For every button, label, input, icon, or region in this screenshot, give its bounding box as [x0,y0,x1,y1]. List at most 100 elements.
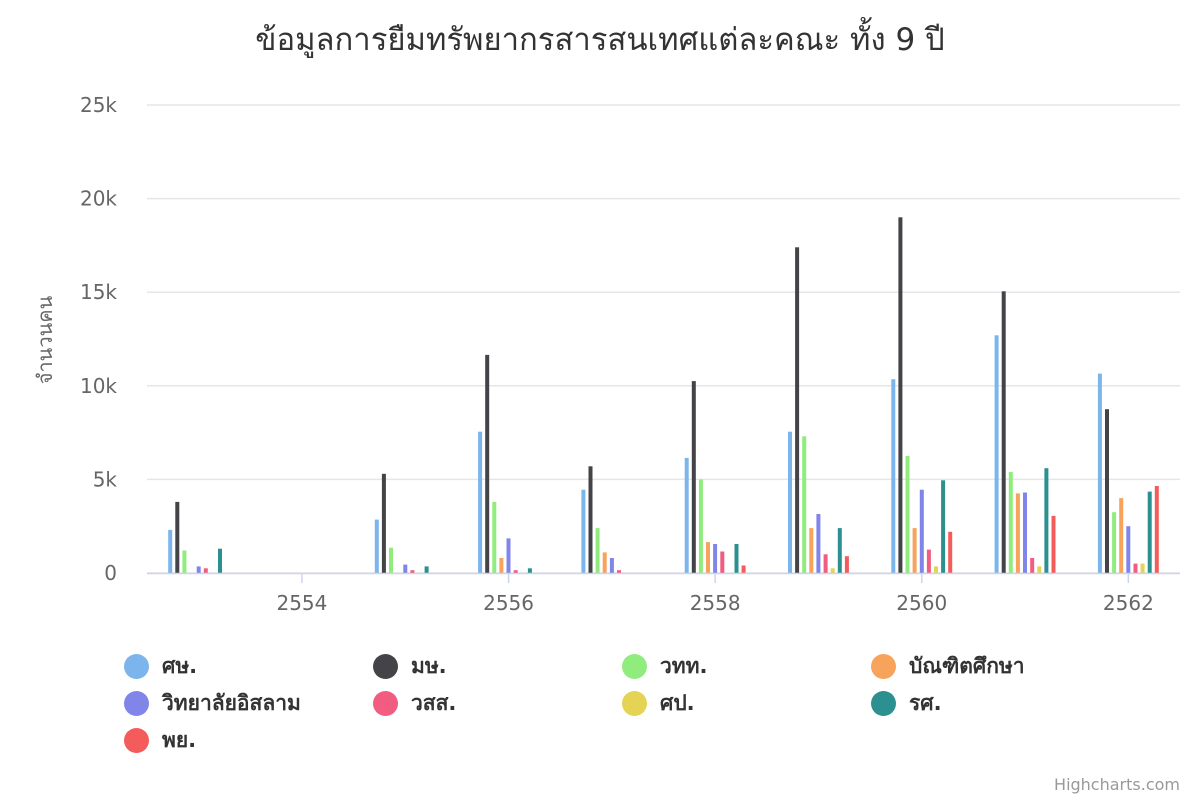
bar[interactable] [788,431,792,573]
bar[interactable] [844,556,849,573]
bar[interactable] [802,436,807,573]
bar[interactable] [499,558,504,573]
bar[interactable] [948,531,953,573]
legend-item[interactable]: รศ. [871,688,942,718]
bar[interactable] [1119,498,1124,573]
bar[interactable] [492,501,497,573]
legend-label: ศป. [660,690,695,715]
bar[interactable] [837,528,842,573]
legend-label: บัณฑิตศึกษา [909,653,1025,678]
bar[interactable] [1051,515,1056,573]
legend-label: วทท. [660,653,708,678]
legend-marker-icon [373,653,398,679]
bar[interactable] [941,480,946,573]
y-tick-label: 20k [80,187,117,211]
bar[interactable] [830,568,835,573]
bar[interactable] [1015,493,1020,573]
bar[interactable] [1097,373,1102,573]
bar[interactable] [168,529,173,573]
bar[interactable] [691,381,696,573]
bar[interactable] [1030,558,1035,573]
legend-item[interactable]: พย. [124,725,196,755]
legend-item[interactable]: ศป. [622,688,695,718]
legend-item[interactable]: บัณฑิตศึกษา [871,651,1025,681]
bar[interactable] [809,528,814,573]
bar[interactable] [713,544,718,573]
bar[interactable] [684,457,689,573]
legend-marker-icon [871,690,896,716]
bar[interactable] [1023,492,1027,574]
bar[interactable] [919,489,924,573]
legend-item[interactable]: ศษ. [124,651,197,681]
legend-label: พย. [162,727,197,752]
bar[interactable] [410,570,415,573]
bar[interactable] [478,431,483,573]
bar[interactable] [513,570,518,573]
x-axis: 2554 2556 2558 2560 2562 [147,572,1180,615]
legend-marker-icon [373,690,398,716]
x-tick-label: 2554 [276,591,327,615]
bar[interactable] [905,456,910,573]
bar[interactable] [1126,526,1131,573]
bar[interactable] [934,566,938,573]
bar[interactable] [926,549,931,573]
bar[interactable] [898,217,903,574]
legend-item[interactable]: วิทยาลัยอิสลาม [124,688,301,718]
y-tick-label: 5k [93,467,118,491]
y-tick-label: 0 [104,561,117,585]
bar[interactable] [203,568,208,573]
credits-link[interactable]: Highcharts.com [1054,775,1180,794]
bar[interactable] [741,565,746,574]
bar[interactable] [218,548,222,573]
bar[interactable] [595,528,600,573]
bar[interactable] [1154,486,1159,573]
x-tick-label: 2560 [896,591,947,615]
bar[interactable] [588,466,593,573]
legend-label: วสส. [411,690,457,715]
bar[interactable] [1001,291,1006,573]
bar[interactable] [1044,468,1049,573]
bar[interactable] [1105,409,1109,573]
bar[interactable] [617,570,621,573]
bar[interactable] [795,247,800,574]
bar[interactable] [912,528,917,573]
bar[interactable] [994,335,999,573]
legend-item[interactable]: วสส. [373,688,456,718]
bar[interactable] [403,564,408,573]
bar[interactable] [1133,563,1138,573]
bar[interactable] [1112,512,1117,573]
bar[interactable] [485,354,490,573]
bar[interactable] [182,550,187,574]
y-axis-ticks: 0 5k 10k 15k 20k 25k [80,93,117,585]
bar[interactable] [891,379,896,573]
bar[interactable] [734,544,739,573]
bar[interactable] [424,566,429,573]
legend-label: มษ. [411,653,447,678]
bar[interactable] [196,566,201,573]
bar[interactable] [1037,566,1042,573]
bar[interactable] [706,542,710,573]
bar[interactable] [720,551,725,574]
chart-title: ข้อมูลการยืมทรัพยากรสารสนเทศแต่ละคณะ ทั้… [255,22,945,58]
bar[interactable] [823,554,828,573]
bar[interactable] [698,479,703,573]
y-tick-label: 25k [80,93,117,117]
bar[interactable] [602,552,607,573]
bar[interactable] [506,538,511,573]
bar[interactable] [374,519,379,573]
bar[interactable] [816,514,821,573]
x-tick-label: 2556 [483,591,534,615]
bar[interactable] [389,547,393,573]
bar[interactable] [175,501,180,573]
bar[interactable] [581,489,586,573]
legend-item[interactable]: วทท. [622,651,707,681]
bar[interactable] [381,473,386,573]
bar[interactable] [1008,471,1013,573]
bar[interactable] [527,568,532,573]
bar[interactable] [609,558,614,573]
legend-marker-icon [622,653,647,679]
bar[interactable] [1147,491,1152,573]
legend-item[interactable]: มษ. [373,651,447,681]
bar[interactable] [1140,563,1145,573]
